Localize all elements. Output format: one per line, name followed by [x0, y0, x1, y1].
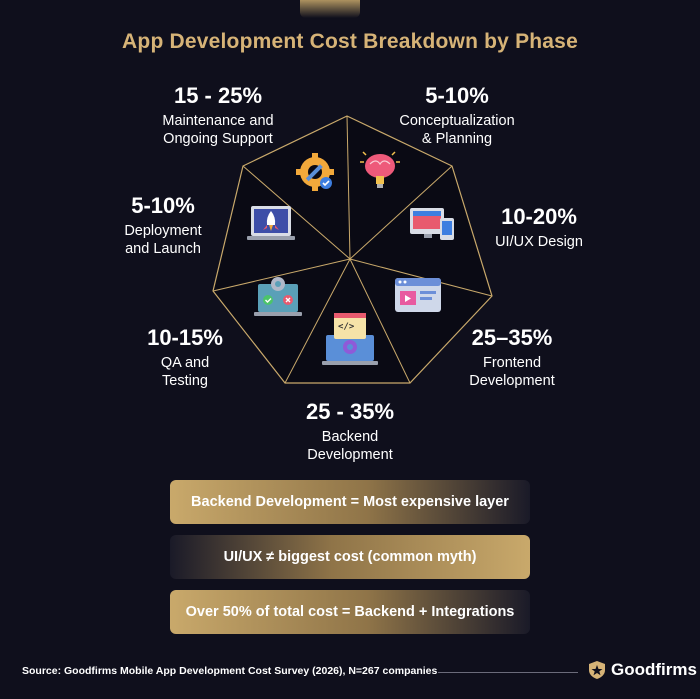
phase-percent: 25 - 35%	[305, 399, 395, 424]
phase-percent: 10-20%	[501, 204, 577, 229]
brand-logo: Goodfirms	[588, 660, 697, 680]
phase-maintenance: 15 - 25% Maintenance and Ongoing Support	[150, 82, 286, 148]
phase-percent: 5-10%	[131, 193, 195, 218]
insight-banner: Over 50% of total cost = Backend + Integ…	[170, 590, 530, 634]
phase-conceptualization: 5-10% Conceptualization & Planning	[382, 82, 532, 148]
phase-percent: 10-15%	[147, 325, 223, 350]
source-note: Source: Goodfirms Mobile App Development…	[22, 665, 438, 677]
brain-bulb-icon	[360, 151, 400, 188]
phase-qa-testing: 10-15% QA and Testing	[130, 324, 240, 390]
insight-banner: Backend Development = Most expensive lay…	[170, 480, 530, 524]
insight-banner: UI/UX ≠ biggest cost (common myth)	[170, 535, 530, 579]
phase-backend: 25 - 35% Backend Development	[290, 398, 410, 464]
phase-name: Frontend Development	[469, 354, 555, 389]
page-title: App Development Cost Breakdown by Phase	[122, 30, 578, 53]
phase-name: Conceptualization & Planning	[399, 112, 515, 147]
phase-percent: 5-10%	[425, 83, 489, 108]
browser-window-icon	[395, 278, 441, 312]
phase-percent: 25–35%	[471, 325, 553, 350]
svg-text:</>: </>	[338, 322, 355, 332]
testing-screen-icon	[254, 277, 302, 316]
phase-name: Backend Development	[307, 428, 393, 463]
footer-divider	[438, 672, 578, 673]
heptagon-outline	[212, 115, 493, 384]
star-shield-icon	[589, 661, 605, 679]
phase-frontend: 25–35% Frontend Development	[456, 324, 568, 390]
top-accent	[300, 0, 360, 18]
brand-name: Goodfirms	[611, 660, 697, 679]
devices-icon	[410, 208, 454, 240]
code-laptop-icon: </>	[322, 313, 378, 365]
phase-percent: 15 - 25%	[173, 83, 263, 108]
phase-name: Maintenance and Ongoing Support	[162, 112, 274, 147]
phase-uiux-design: 10-20% UI/UX Design	[484, 203, 594, 251]
phase-name: QA and Testing	[160, 354, 210, 389]
phase-name: Deployment and Launch	[124, 222, 202, 257]
gear-wrench-icon	[296, 153, 334, 191]
rocket-laptop-icon	[247, 206, 295, 240]
segment-dividers	[212, 115, 493, 384]
phase-name: UI/UX Design	[495, 233, 583, 250]
phase-deployment: 5-10% Deployment and Launch	[108, 192, 218, 258]
